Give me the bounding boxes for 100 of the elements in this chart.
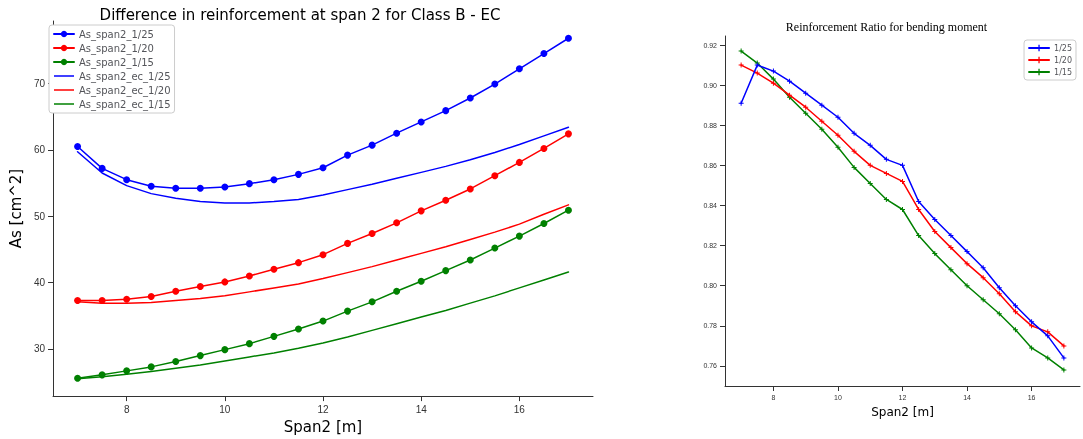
point <box>515 232 523 240</box>
point <box>515 65 523 73</box>
point <box>540 219 548 227</box>
legend-label: As_span2_1/20 <box>79 42 154 55</box>
point <box>932 251 938 257</box>
point <box>491 244 499 252</box>
point <box>270 265 278 273</box>
point <box>147 363 155 371</box>
point <box>948 233 954 239</box>
point <box>835 132 841 138</box>
x-tick-label: 16 <box>513 403 526 415</box>
point <box>368 141 376 149</box>
point <box>1045 333 1051 339</box>
point <box>172 287 180 295</box>
point <box>123 176 131 184</box>
point <box>466 94 474 102</box>
point <box>803 110 809 116</box>
point <box>294 325 302 333</box>
point <box>98 297 106 304</box>
point <box>245 180 253 188</box>
point <box>319 164 327 172</box>
y-tick-label: 70 <box>33 77 46 89</box>
point <box>196 283 204 291</box>
point <box>74 374 82 382</box>
point <box>883 196 889 202</box>
point <box>123 295 131 303</box>
point <box>196 352 204 360</box>
point <box>916 233 922 239</box>
y-tick-label: 60 <box>33 144 46 156</box>
point <box>883 156 889 162</box>
chart-title: Reinforcement Ratio for bending moment <box>785 20 988 34</box>
x-axis-title: Span2 [m] <box>871 404 934 419</box>
point <box>417 277 425 285</box>
point <box>835 144 841 150</box>
point <box>368 229 376 237</box>
point <box>996 291 1002 297</box>
point <box>245 272 253 280</box>
point <box>393 219 401 227</box>
point <box>738 48 744 54</box>
point <box>564 206 572 214</box>
point <box>344 151 352 159</box>
point <box>770 68 776 74</box>
point <box>417 207 425 215</box>
point <box>172 184 180 192</box>
point <box>344 239 352 247</box>
legend-label: 1/15 <box>1054 67 1072 77</box>
point <box>1061 355 1067 361</box>
legend-label: 1/25 <box>1054 43 1072 53</box>
point <box>540 144 548 152</box>
point <box>867 142 873 148</box>
point <box>835 114 841 120</box>
x-tick-label: 12 <box>317 403 330 415</box>
point <box>270 332 278 340</box>
point <box>787 78 793 84</box>
point <box>344 307 352 315</box>
line-series <box>76 126 570 204</box>
point <box>1012 309 1018 315</box>
point <box>964 283 970 289</box>
point <box>948 245 954 251</box>
point <box>491 80 499 88</box>
point <box>819 102 825 108</box>
point <box>964 249 970 255</box>
point <box>147 293 155 301</box>
legend-label: As_span2_ec_1/25 <box>79 70 171 83</box>
point <box>540 50 548 58</box>
x-axis-title: Span2 [m] <box>283 417 363 436</box>
x-tick-label: 8 <box>123 403 130 415</box>
point <box>980 265 986 271</box>
point <box>738 62 744 68</box>
legend-label: 1/20 <box>1054 55 1072 65</box>
point <box>900 207 905 212</box>
point <box>294 170 302 178</box>
point <box>98 164 106 172</box>
point <box>123 367 131 375</box>
y-tick-label: 50 <box>33 210 46 222</box>
point <box>932 217 938 223</box>
point <box>996 311 1002 317</box>
point <box>819 118 825 124</box>
point <box>442 196 450 204</box>
point <box>564 34 572 42</box>
point <box>294 259 302 267</box>
x-tick-label: 10 <box>219 403 231 415</box>
point <box>270 176 278 184</box>
point <box>74 297 82 304</box>
point <box>245 340 253 348</box>
point <box>738 100 744 106</box>
legend-label: As_span2_1/25 <box>79 28 154 41</box>
point <box>900 178 905 184</box>
point <box>221 346 229 354</box>
point <box>172 358 180 366</box>
point <box>867 180 873 186</box>
point <box>1061 367 1067 373</box>
point <box>916 207 922 212</box>
point <box>417 118 425 126</box>
point <box>1061 343 1067 349</box>
point <box>1012 327 1018 333</box>
point <box>900 162 905 168</box>
point <box>964 261 970 267</box>
point <box>196 184 204 192</box>
point <box>564 130 572 138</box>
